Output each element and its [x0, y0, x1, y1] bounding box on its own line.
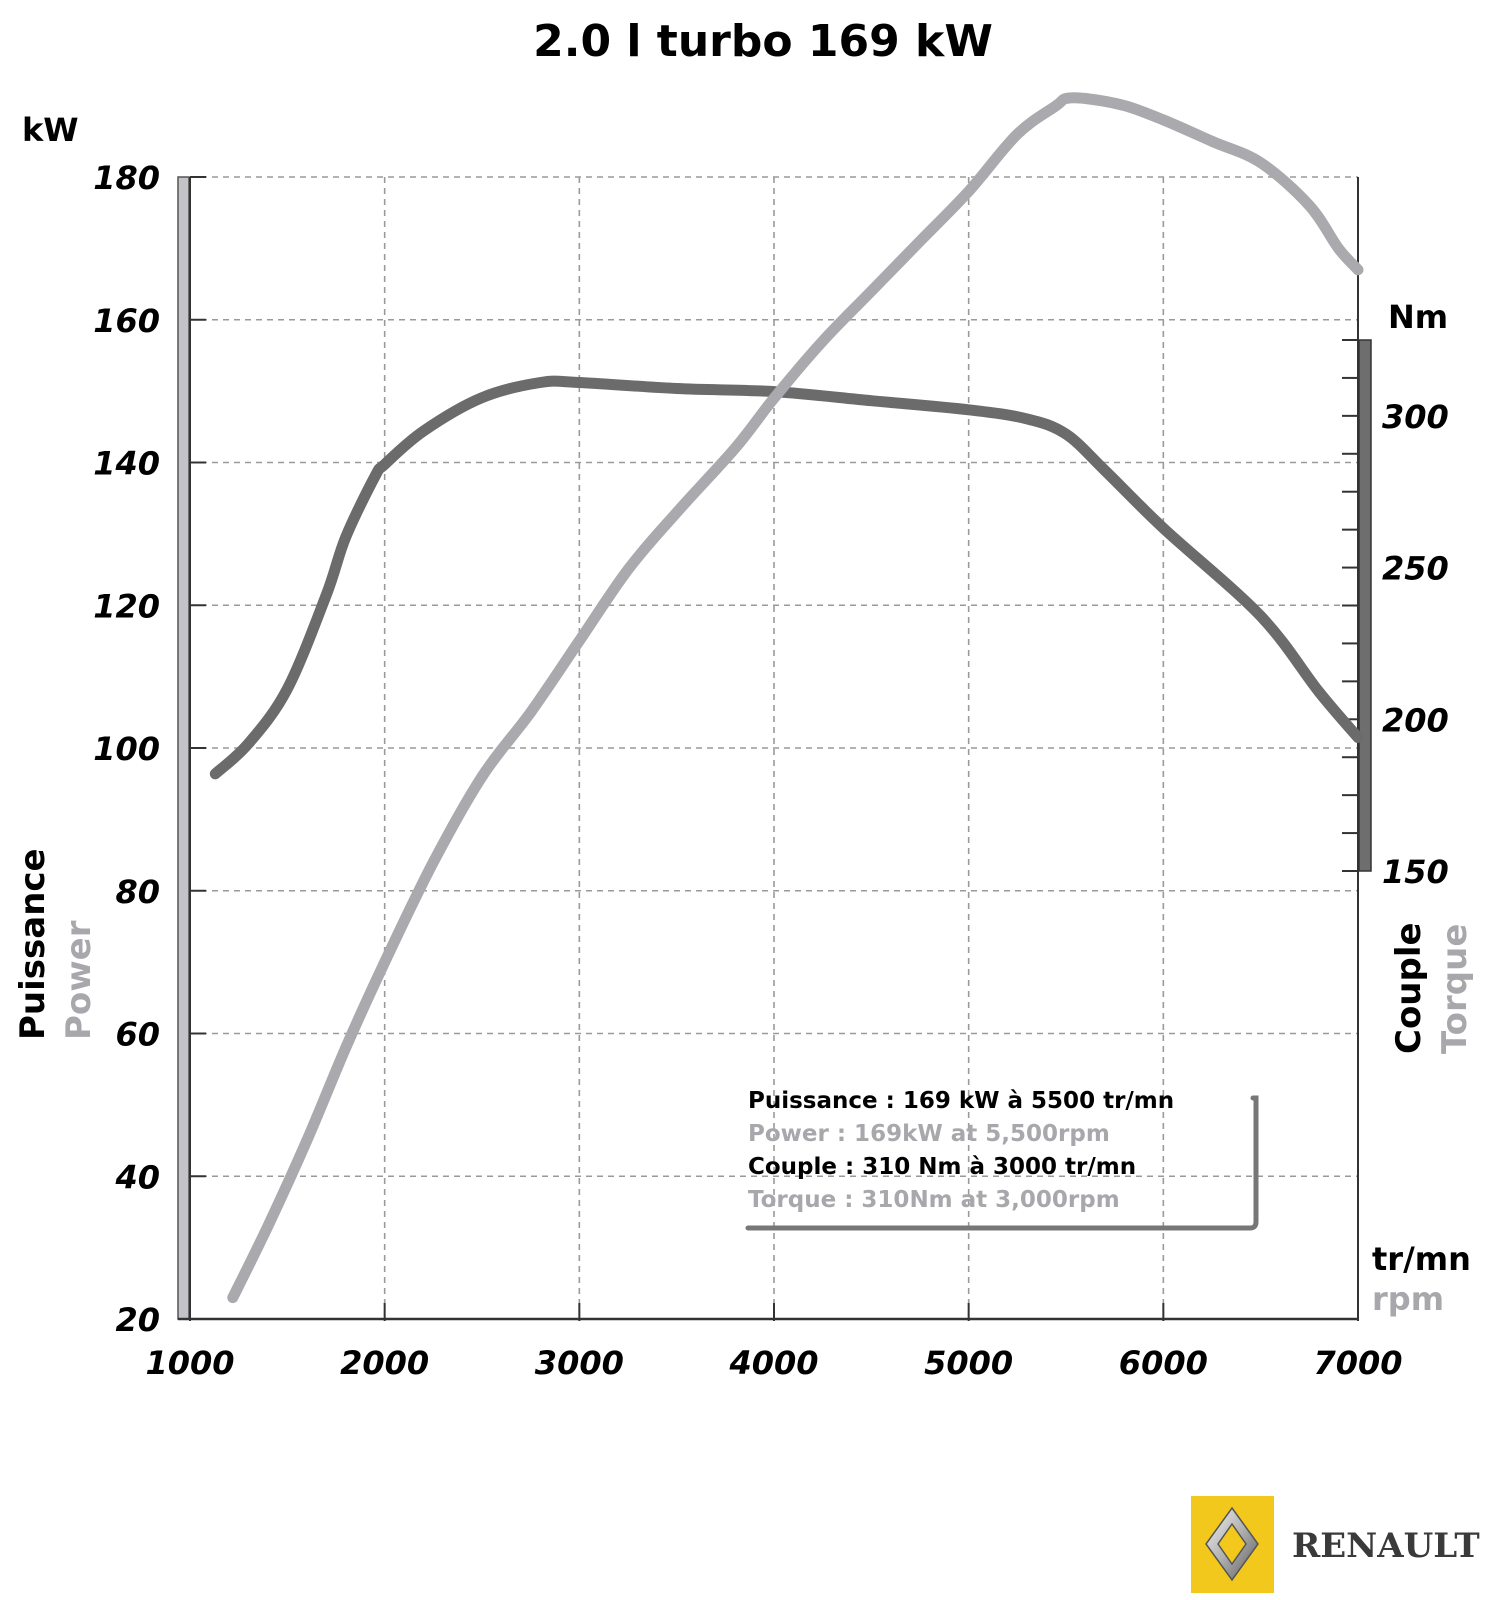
axes	[177, 176, 1372, 1321]
right-tick-label: 300	[1382, 398, 1449, 436]
x-tick-label: 7000	[1313, 1344, 1402, 1382]
series-line-power	[227, 92, 1364, 1304]
left-axis-ticks: 20 40 60 80 100 120 140 160 180	[93, 159, 206, 1339]
left-tick-label: 160	[93, 302, 160, 340]
x-tick-label: 6000	[1119, 1344, 1208, 1382]
left-tick-label: 140	[93, 445, 160, 483]
left-axis-title-alt: Power	[59, 920, 99, 1040]
left-tick-label: 180	[93, 159, 160, 197]
right-axis-title-alt: Torque	[1435, 924, 1475, 1054]
left-axis-unit: kW	[22, 111, 79, 149]
brand-name: RENAULT	[1292, 1526, 1480, 1566]
left-tick-label: 60	[115, 1016, 160, 1054]
left-axis-bar	[177, 176, 190, 1320]
x-axis-ticks: 1000 2000 3000 4000 5000 6000 7000	[145, 1303, 1403, 1382]
legend-box: Puissance : 169 kW à 5500 tr/mn Power : …	[745, 1088, 1259, 1231]
x-axis-label-alt: rpm	[1372, 1280, 1444, 1318]
right-axis-ticks: 150 200 250 300	[1342, 339, 1449, 891]
right-tick-label: 150	[1382, 853, 1449, 891]
series-line-couple	[209, 375, 1364, 780]
renault-logo: RENAULT	[1191, 1496, 1480, 1593]
left-tick-label: 80	[115, 873, 160, 911]
x-tick-label: 5000	[924, 1344, 1013, 1382]
left-axis-title: Puissance	[13, 848, 53, 1040]
left-tick-label: 100	[93, 730, 160, 768]
x-axis-label: tr/mn	[1372, 1240, 1471, 1278]
left-tick-label: 20	[115, 1301, 160, 1339]
x-tick-label: 3000	[535, 1344, 624, 1382]
legend-line-torque: Torque : 310Nm at 3,000rpm	[748, 1187, 1120, 1213]
right-axis-title: Couple	[1389, 922, 1429, 1054]
legend-line-power: Power : 169kW at 5,500rpm	[748, 1121, 1110, 1147]
right-tick-label: 200	[1382, 701, 1449, 739]
right-axis-bar	[1358, 339, 1372, 872]
renault-diamond-icon	[1205, 1506, 1259, 1582]
x-tick-label: 2000	[340, 1344, 429, 1382]
legend-line-puissance: Puissance : 169 kW à 5500 tr/mn	[748, 1088, 1174, 1114]
curves	[209, 92, 1364, 1304]
right-axis-unit: Nm	[1388, 298, 1448, 336]
left-tick-label: 40	[114, 1158, 160, 1196]
chart-title: 2.0 l turbo 169 kW	[533, 16, 993, 67]
legend-line-couple: Couple : 310 Nm à 3000 tr/mn	[748, 1154, 1136, 1180]
grid	[190, 176, 1359, 1319]
left-tick-label: 120	[93, 587, 160, 625]
x-tick-label: 4000	[728, 1344, 818, 1382]
right-tick-label: 250	[1382, 550, 1449, 588]
x-tick-label: 1000	[145, 1344, 234, 1382]
